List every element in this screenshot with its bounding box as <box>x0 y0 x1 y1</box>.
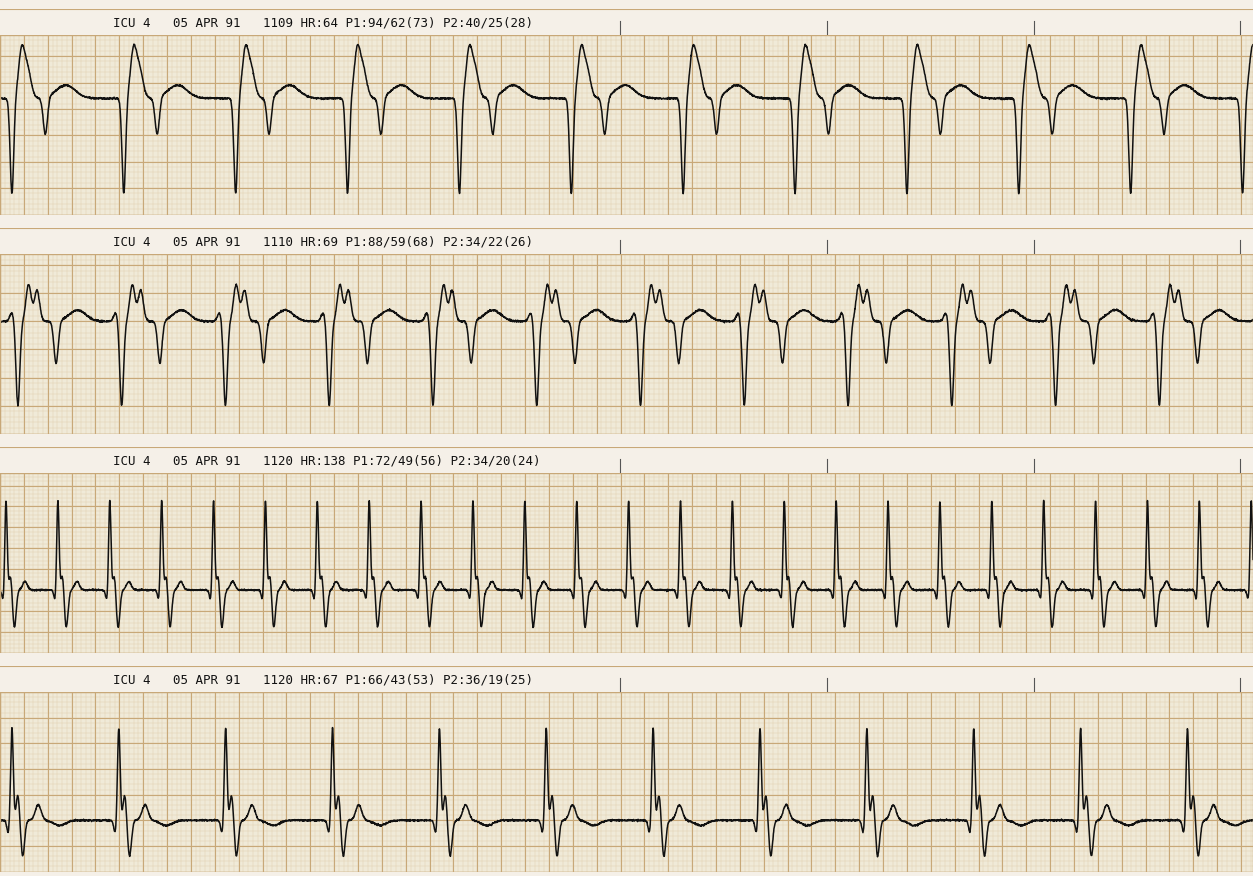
Text: ICU 4   05 APR 91   1120 HR:138 P1:72/49(56) P2:34/20(24): ICU 4 05 APR 91 1120 HR:138 P1:72/49(56)… <box>113 455 540 468</box>
Text: ICU 4   05 APR 91   1120 HR:67 P1:66/43(53) P2:36/19(25): ICU 4 05 APR 91 1120 HR:67 P1:66/43(53) … <box>113 674 533 687</box>
Text: ICU 4   05 APR 91   1109 HR:64 P1:94/62(73) P2:40/25(28): ICU 4 05 APR 91 1109 HR:64 P1:94/62(73) … <box>113 17 533 30</box>
Text: ICU 4   05 APR 91   1110 HR:69 P1:88/59(68) P2:34/22(26): ICU 4 05 APR 91 1110 HR:69 P1:88/59(68) … <box>113 236 533 249</box>
